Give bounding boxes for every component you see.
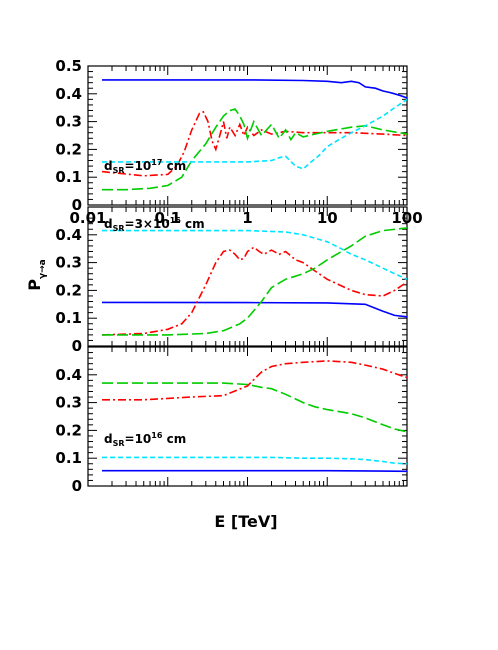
series-line-shortdash <box>102 229 407 281</box>
y-tick-label: 0.1 <box>55 168 82 186</box>
series-line-longdash <box>102 108 407 191</box>
y-tick-label: 0.4 <box>55 366 82 384</box>
series-line-dashdot <box>102 360 407 401</box>
series-line-shortdash <box>102 98 407 170</box>
x-tick-label: 0.1 <box>154 209 181 227</box>
x-axis-label: E [TeV] <box>214 512 277 531</box>
series-line-solid <box>102 79 407 99</box>
y-tick-label: 0.3 <box>55 113 82 131</box>
series-line-solid <box>101 301 407 318</box>
panel-annotation: dSR=3×1016 cm <box>104 216 205 233</box>
y-tick-label: 0.2 <box>55 140 82 158</box>
x-tick-label: 10 <box>317 209 338 227</box>
series-line-dashdot <box>101 246 407 336</box>
x-tick-label: 1 <box>242 209 252 227</box>
series-line-dashdot <box>101 110 407 177</box>
y-axis-label-main: P <box>25 279 44 291</box>
y-axis-label: Pγ→a <box>25 259 48 290</box>
panel-bottom: 0 0.1 0.2 0.3 0.4 dSR=1016 cm <box>55 346 408 495</box>
y-tick-label: 0 <box>72 196 82 214</box>
y-tick-label: 0.1 <box>55 309 82 327</box>
y-tick-label: 0.4 <box>55 85 82 103</box>
panel-middle: 0 0.1 0.2 0.3 0.4 dSR=3×1016 cm <box>55 206 408 355</box>
series-line-shortdash <box>102 456 407 465</box>
panel-annotation: dSR=1016 cm <box>104 431 186 448</box>
y-tick-label: 0.1 <box>55 449 82 467</box>
y-tick-label: 0.5 <box>55 57 82 75</box>
y-tick-label: 0.4 <box>55 226 82 244</box>
y-tick-label: 0 <box>72 477 82 495</box>
y-tick-label: 0 <box>72 337 82 355</box>
y-tick-label: 0.2 <box>55 421 82 439</box>
series-line-longdash <box>102 227 407 336</box>
panel-annotation: dSR=1017 cm <box>104 158 186 175</box>
series-line-longdash <box>102 382 407 433</box>
y-tick-label: 0.3 <box>55 394 82 412</box>
y-axis-label-sub: γ→a <box>38 259 48 279</box>
y-tick-label: 0.2 <box>55 281 82 299</box>
y-tick-label: 0.3 <box>55 254 82 272</box>
series-line-solid <box>102 469 407 473</box>
